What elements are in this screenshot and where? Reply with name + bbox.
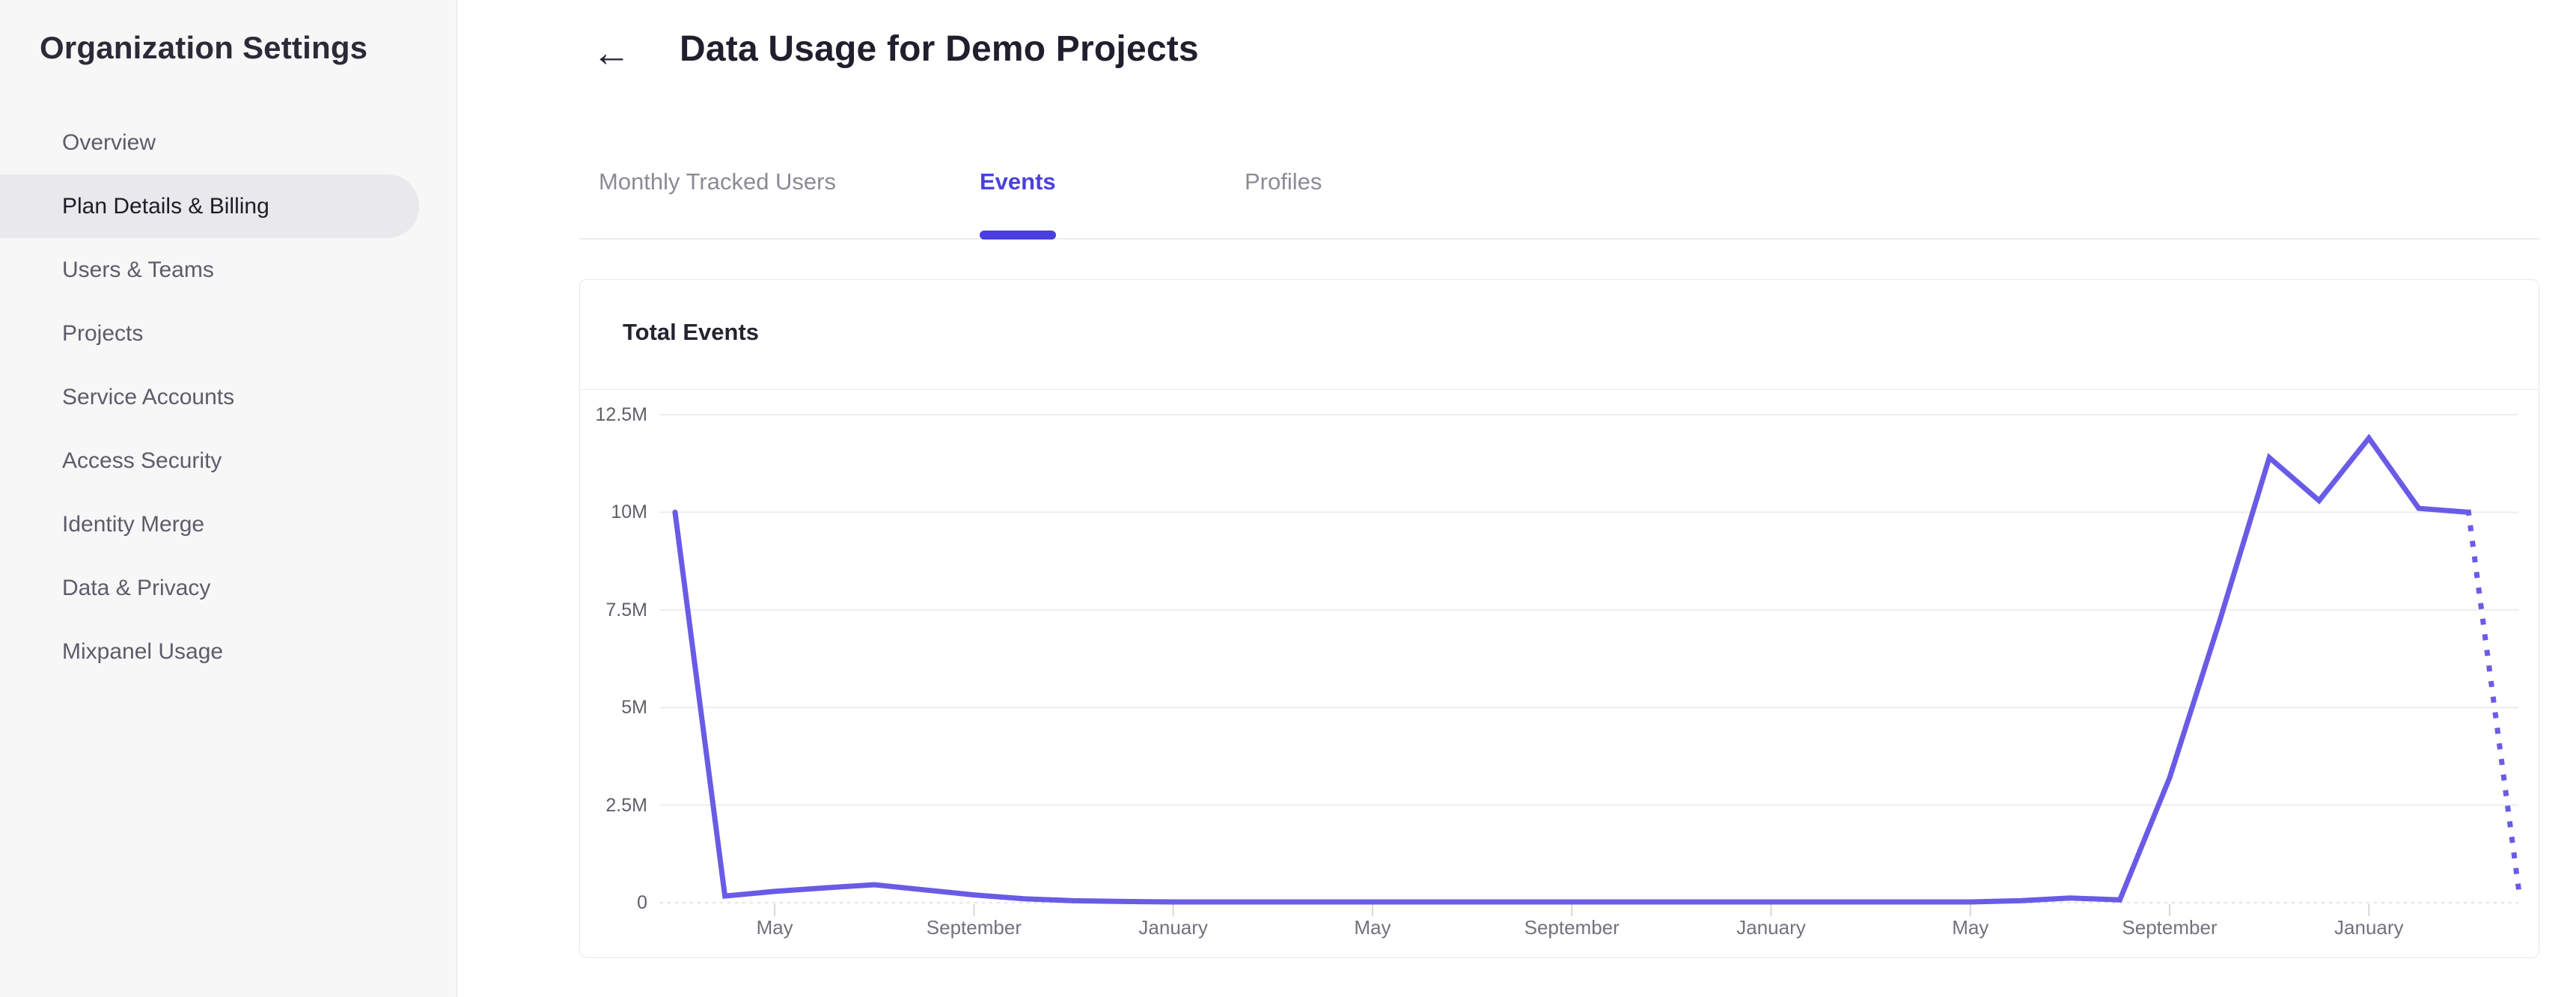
chart-title: Total Events <box>623 319 760 345</box>
sidebar-item-data-privacy[interactable]: Data & Privacy <box>62 575 211 600</box>
total-events-line-projected[interactable] <box>2465 509 2521 891</box>
main-content: ← Data Usage for Demo Projects Monthly T… <box>458 0 2576 997</box>
tab-profiles[interactable]: Profiles <box>1245 166 1322 198</box>
y-axis-tick-label: 5M <box>621 697 647 719</box>
sidebar-item-access-security[interactable]: Access Security <box>62 448 222 473</box>
sidebar-item-mixpanel-usage[interactable]: Mixpanel Usage <box>62 638 224 664</box>
y-axis-tick-label: 7.5M <box>605 599 647 621</box>
chart-card: Total Events 12.5M 10M 7.5M 5M 2.5M 0 May Sept… <box>579 279 2539 958</box>
tab-bar-border <box>579 238 2539 240</box>
active-tab-underline <box>980 231 1056 240</box>
x-axis-tick-label: May <box>1952 916 1989 939</box>
back-arrow-icon: ← <box>592 31 631 75</box>
tab-events[interactable]: Events <box>980 166 1056 198</box>
sidebar-item-service-accounts[interactable]: Service Accounts <box>62 384 235 409</box>
y-axis-tick-label: 0 <box>637 892 647 913</box>
sidebar-item-plan-details-billing[interactable]: Plan Details & Billing <box>0 174 419 238</box>
y-axis-tick-label: 2.5M <box>605 794 647 816</box>
x-axis-tick-label: September <box>2122 916 2218 939</box>
sidebar-item-projects[interactable]: Projects <box>62 320 144 346</box>
y-axis-tick-label: 12.5M <box>595 404 647 425</box>
back-button[interactable]: ← <box>585 27 638 79</box>
x-axis-tick-label: September <box>1524 916 1620 939</box>
x-axis-tick-label: January <box>1736 916 1806 939</box>
sidebar-title: Organization Settings <box>40 30 368 65</box>
sidebar-item-users-teams[interactable]: Users & Teams <box>62 257 214 282</box>
chart-svg[interactable] <box>660 414 2521 920</box>
chart-card-header: Total Events <box>580 280 2539 390</box>
x-axis-tick-label: September <box>926 916 1022 939</box>
sidebar-nav: Overview Plan Details & Billing Users & Te… <box>0 111 457 683</box>
x-axis-tick-label: May <box>756 916 793 939</box>
x-axis-tick-label: May <box>1354 916 1391 939</box>
y-axis-tick-label: 10M <box>611 501 647 523</box>
sidebar: Organization Settings Overview Plan Detai… <box>0 0 457 997</box>
page-title: Data Usage for Demo Projects <box>680 29 1199 69</box>
sidebar-item-identity-merge[interactable]: Identity Merge <box>62 511 205 537</box>
total-events-line[interactable] <box>672 433 2471 905</box>
sidebar-item-overview[interactable]: Overview <box>62 129 156 155</box>
tab-monthly-tracked-users[interactable]: Monthly Tracked Users <box>599 166 836 198</box>
x-axis-tick-label: January <box>2334 916 2404 939</box>
x-axis-tick-label: January <box>1138 916 1208 939</box>
